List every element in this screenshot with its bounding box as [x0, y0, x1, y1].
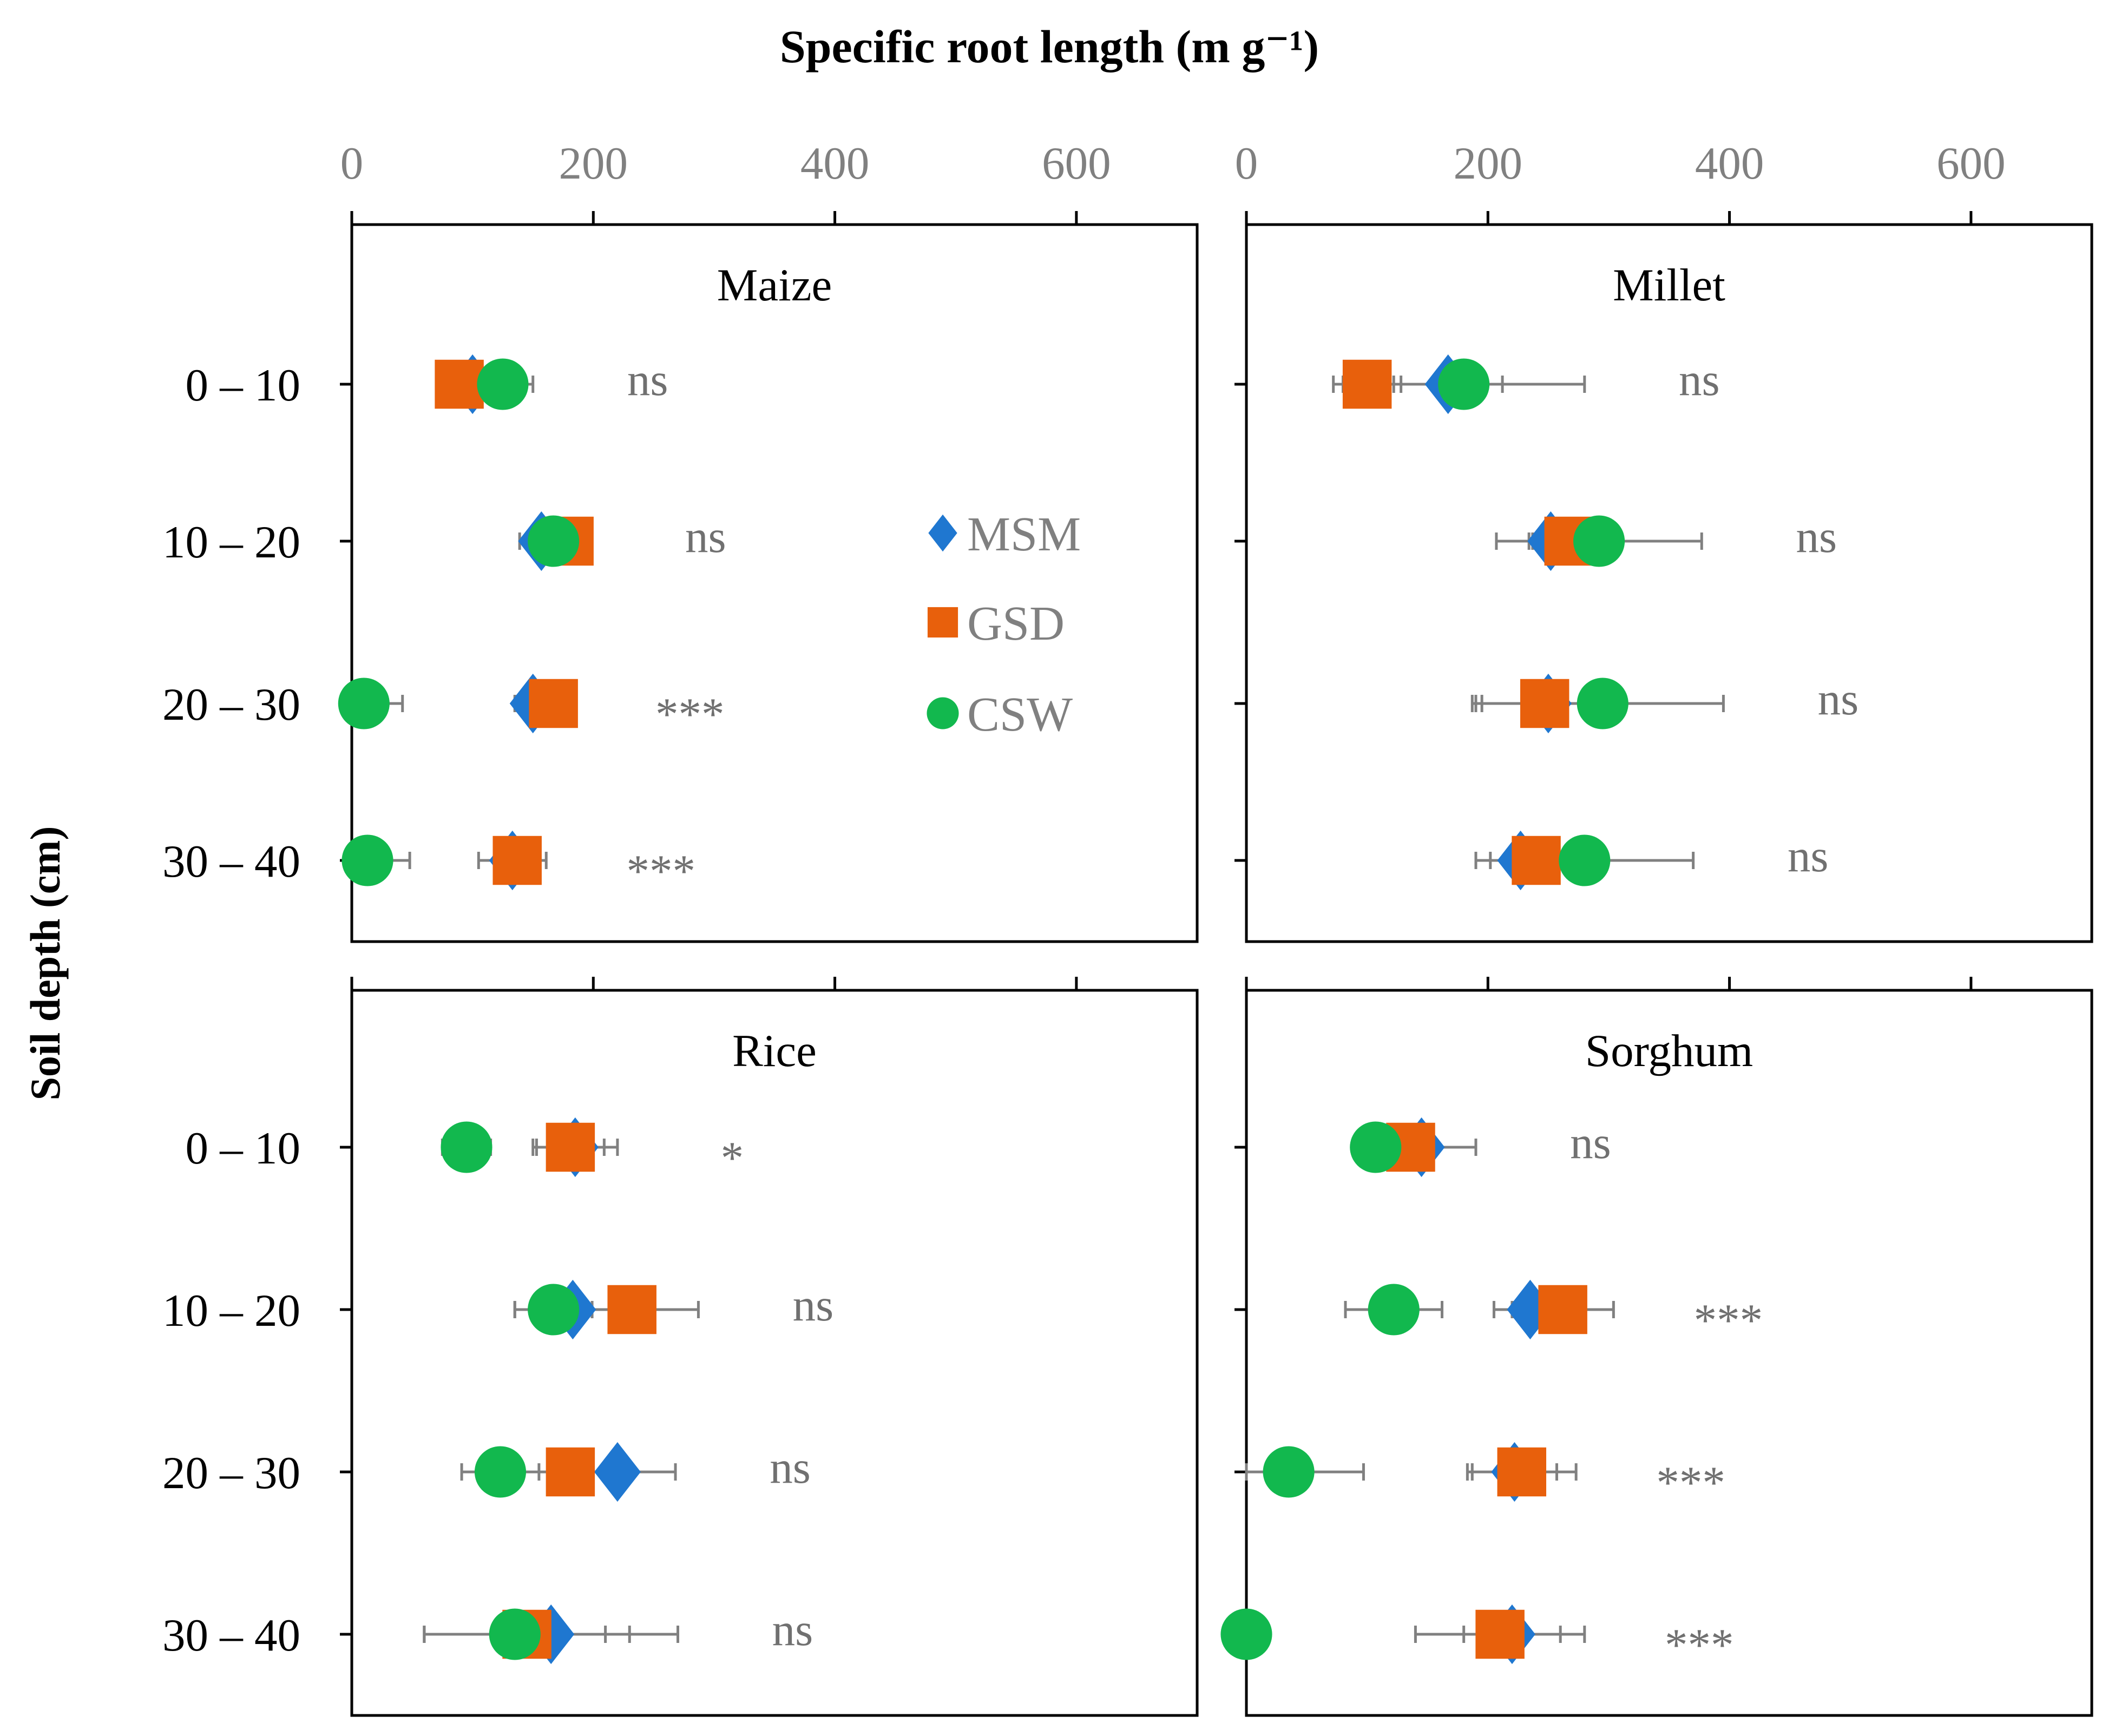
significance-label: ns	[627, 354, 668, 405]
significance-label: ns	[1818, 674, 1859, 725]
y-tick-label: 20 – 30	[162, 1448, 300, 1498]
data-point-gsd	[546, 1122, 595, 1172]
data-point-csw	[489, 1608, 541, 1660]
y-tick-label: 10 – 20	[162, 1285, 300, 1336]
panel-frame	[350, 223, 1199, 943]
data-point-csw	[1350, 1121, 1402, 1173]
significance-label: ns	[1788, 831, 1829, 882]
legend-label: CSW	[967, 688, 1073, 741]
x-tick-label: 400	[1695, 138, 1764, 189]
data-point-csw	[1577, 678, 1628, 729]
panel-title: Millet	[1613, 260, 1725, 311]
y-tick-label: 0 – 10	[186, 1123, 301, 1174]
legend-marker-msm	[928, 514, 957, 552]
plot-area: 0 200 400 600 0 200 400 600 Maize 0 – 10 ns 10 – 20…	[162, 138, 2093, 1717]
significance-label: ns	[1796, 511, 1837, 562]
data-point-csw	[342, 834, 393, 886]
significance-label: ns	[772, 1605, 813, 1655]
significance-label: ns	[770, 1442, 811, 1493]
significance-label: ns	[685, 511, 726, 562]
significance-label: ns	[1679, 354, 1720, 405]
significance-label: ***	[626, 846, 695, 897]
data-point-csw	[1438, 358, 1490, 410]
data-point-gsd	[1497, 1447, 1547, 1497]
y-tick-label: 10 – 20	[162, 517, 300, 568]
y-axis-label: Soil depth (cm)	[22, 826, 69, 1101]
panel-title: Rice	[732, 1025, 817, 1076]
x-tick-label: 400	[800, 138, 870, 189]
data-point-csw	[474, 1446, 527, 1498]
data-point-csw	[1263, 1446, 1315, 1498]
data-point-csw	[528, 1284, 580, 1336]
data-point-csw	[528, 515, 580, 567]
y-tick-label: 30 – 40	[162, 836, 300, 887]
y-tick-label: 30 – 40	[162, 1610, 300, 1661]
significance-label: ***	[1694, 1295, 1763, 1346]
x-tick-label: 200	[1454, 138, 1523, 189]
significance-label: ***	[1656, 1457, 1725, 1508]
significance-label: ***	[655, 689, 725, 740]
panel-frame	[1245, 223, 2093, 943]
significance-label: ***	[1665, 1620, 1734, 1671]
significance-label: ns	[1570, 1117, 1611, 1168]
legend-marker-gsd	[927, 607, 958, 638]
data-point-gsd	[435, 359, 484, 409]
data-point-csw	[1368, 1284, 1420, 1336]
y-tick-label: 0 – 10	[186, 360, 301, 411]
x-tick-label: 0	[1235, 138, 1258, 189]
data-point-csw	[477, 358, 529, 410]
x-tick-label: 0	[340, 138, 364, 189]
panel-title: Maize	[717, 260, 832, 311]
panel-title: Sorghum	[1585, 1025, 1753, 1076]
data-point-csw	[338, 678, 390, 729]
x-tick-label: 600	[1936, 138, 2006, 189]
data-point-gsd	[607, 1285, 656, 1334]
panel-frame	[1245, 989, 2093, 1717]
data-point-gsd	[1475, 1609, 1525, 1659]
data-point-gsd	[492, 836, 542, 885]
data-point-gsd	[1520, 679, 1569, 728]
data-point-msm	[594, 1442, 641, 1502]
data-point-csw	[1220, 1608, 1272, 1660]
x-tick-label: 200	[559, 138, 628, 189]
data-point-gsd	[529, 679, 578, 728]
data-point-csw	[1559, 834, 1611, 886]
chart-title: Specific root length (m g⁻¹)	[780, 21, 1319, 73]
data-point-csw	[1573, 515, 1625, 567]
data-point-gsd	[1538, 1285, 1587, 1334]
y-tick-label: 20 – 30	[162, 679, 300, 730]
legend-marker-csw	[927, 697, 959, 729]
data-point-gsd	[1342, 359, 1392, 409]
significance-label: *	[721, 1133, 744, 1183]
data-point-gsd	[546, 1447, 595, 1497]
panel-frame	[350, 989, 1199, 1717]
legend-label: GSD	[967, 597, 1065, 650]
significance-label: ns	[793, 1280, 834, 1331]
legend-label: MSM	[967, 508, 1081, 561]
data-point-gsd	[1512, 836, 1561, 885]
x-tick-label: 600	[1042, 138, 1111, 189]
data-point-csw	[441, 1121, 492, 1173]
